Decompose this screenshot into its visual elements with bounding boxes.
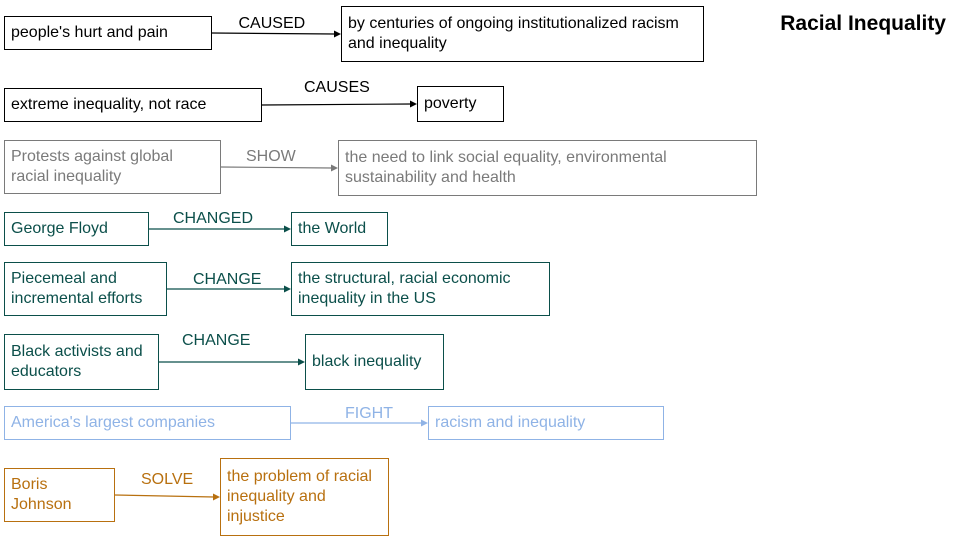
subject-box: Black activists and educators [4,334,159,390]
arrow-line [220,166,333,169]
object-box: black inequality [305,334,444,390]
object-box: by centuries of ongoing institutionalize… [341,6,704,62]
arrow-line [211,32,336,35]
arrow-head [298,358,305,366]
relation-arrow [211,30,341,38]
subject-box: extreme inequality, not race [4,88,262,122]
object-box: racism and inequality [428,406,664,440]
arrow-head [334,30,341,38]
relation-verb: SOLVE [141,471,194,488]
arrow-line [261,103,412,106]
arrow-head [421,419,428,427]
subject-box: America's largest companies [4,406,291,440]
object-box: the problem of racial inequality and inj… [220,458,389,536]
relation-arrow [114,493,220,501]
diagram-title: Racial Inequality [780,12,946,35]
arrow-head [410,100,417,108]
subject-box: people's hurt and pain [4,16,212,50]
subject-box: Boris Johnson [4,468,115,522]
relation-arrow [291,419,428,427]
relation-arrow [261,100,417,108]
subject-box: George Floyd [4,212,149,246]
relation-verb: CHANGED [173,210,254,227]
subject-box: Piecemeal and incremental efforts [4,262,167,316]
relation-arrow [220,164,338,172]
relation-arrow [167,285,291,293]
relation-verb: CHANGE [193,271,262,288]
relation-verb: SHOW [246,148,296,165]
relation-arrow [159,358,305,366]
relation-verb: CAUSES [304,79,370,96]
object-box: poverty [417,86,504,122]
object-box: the World [291,212,388,246]
arrow-head [331,164,338,172]
arrow-head [284,285,291,293]
object-box: the need to link social equality, enviro… [338,140,757,196]
subject-box: Protests against global racial inequalit… [4,140,221,194]
relation-verb: FIGHT [345,405,393,422]
relation-verb: CHANGE [182,332,251,349]
arrow-head [284,225,291,233]
arrow-head [213,493,220,501]
object-box: the structural, racial economic inequali… [291,262,550,316]
relation-arrow [149,225,291,233]
relation-verb: CAUSED [238,15,306,32]
arrow-line [114,494,215,498]
